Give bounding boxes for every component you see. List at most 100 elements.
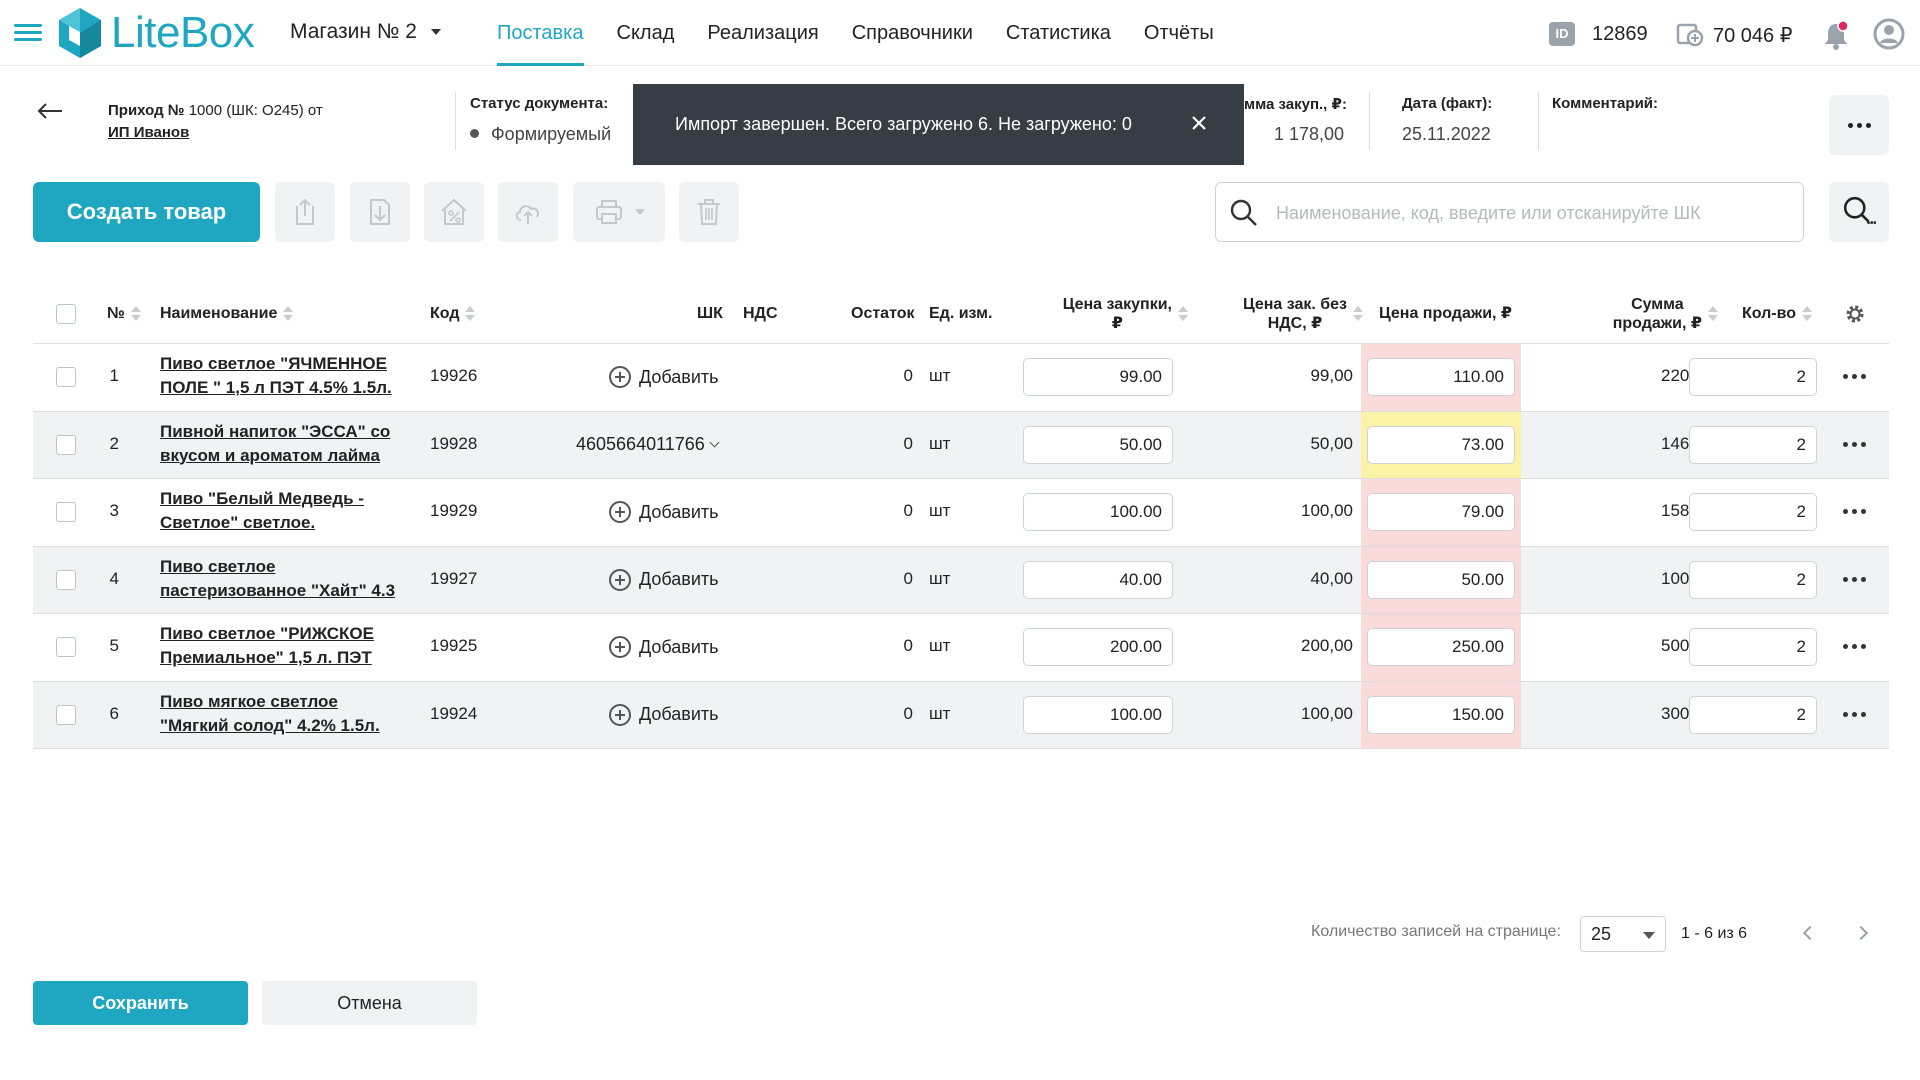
sale-price-input[interactable]: 73.00 [1367,425,1515,464]
product-name-link[interactable]: Пиво мягкое светлое "Мягкий солод" 4.2% … [160,690,418,738]
wallet-icon[interactable] [1676,21,1704,47]
quantity-input[interactable]: 2 [1689,425,1817,464]
nav-directories[interactable]: Справочники [851,22,973,44]
row-more-icon[interactable] [1843,576,1866,582]
nav-supply[interactable]: Поставка [497,0,584,66]
row-more-icon[interactable] [1843,441,1866,447]
toast-message: Импорт завершен. Всего загружено 6. Не з… [675,114,1132,134]
cancel-button[interactable]: Отмена [262,981,477,1025]
row-more-icon[interactable] [1843,374,1866,379]
cloud-upload-button[interactable] [498,182,558,242]
purchase-price-input[interactable]: 200.00 [1023,628,1173,666]
col-sale-sum[interactable]: Сумма продажи, ₽ [1553,295,1718,333]
more-icon [1847,122,1871,128]
add-barcode-button[interactable]: Добавить [609,703,719,726]
barcode-value[interactable]: 4605664011766 [576,434,720,455]
row-checkbox[interactable] [56,637,76,657]
bell-icon[interactable] [1822,20,1850,50]
quantity-input[interactable]: 2 [1689,560,1817,599]
purchase-novat-value: 100,00 [1301,501,1353,520]
row-more-icon[interactable] [1843,711,1866,717]
main-nav: Поставка Склад Реализация Справочники Ст… [497,0,1247,66]
select-all-checkbox[interactable] [56,304,76,324]
close-icon[interactable] [1190,114,1208,132]
sale-price-input[interactable]: 50.00 [1367,560,1515,599]
page-size-select[interactable]: 25 [1580,916,1666,952]
plus-circle-icon [609,703,631,726]
row-more-icon[interactable] [1843,509,1866,514]
product-name-link[interactable]: Пиво светлое "РИЖСКОЕ Премиальное" 1,5 л… [160,622,418,670]
col-num[interactable]: № [107,304,141,323]
purchase-price-input[interactable]: 40.00 [1023,560,1173,599]
col-code[interactable]: Код [430,304,476,323]
quantity-input[interactable]: 2 [1689,358,1817,396]
table-row: 6 Пиво мягкое светлое "Мягкий солод" 4.2… [33,681,1889,749]
print-button[interactable] [573,182,665,242]
search-input[interactable] [1276,193,1786,233]
import-button[interactable] [350,182,410,242]
import-toast: Импорт завершен. Всего загружено 6. Не з… [633,84,1244,165]
document-more-button[interactable] [1829,95,1889,155]
date-value: 25.11.2022 [1402,124,1491,144]
add-barcode-button[interactable]: Добавить [609,568,719,591]
save-button[interactable]: Сохранить [33,981,248,1025]
col-qty[interactable]: Кол-во [1742,304,1813,323]
row-checkbox[interactable] [56,434,76,455]
add-barcode-button[interactable]: Добавить [609,636,719,658]
product-name-line1: Пиво светлое "РИЖСКОЕ [160,624,374,643]
row-checkbox[interactable] [56,704,76,725]
logo[interactable]: LiteBox [55,6,255,60]
product-name-link[interactable]: Пивной напиток "ЭССА" со вкусом и аромат… [160,420,418,468]
product-name-link[interactable]: Пиво светлое "ЯЧМЕННОЕ ПОЛЕ " 1,5 л ПЭТ … [160,352,418,400]
product-name-line2: Светлое" светлое. [160,513,316,532]
sale-price-input[interactable]: 79.00 [1367,493,1515,531]
export-button[interactable] [275,182,335,242]
balance: 70 046 ₽ [1713,25,1793,47]
delete-button[interactable] [679,182,739,242]
gear-icon[interactable] [1844,303,1866,325]
sale-price-input[interactable]: 110.00 [1367,358,1515,396]
quantity-input[interactable]: 2 [1689,628,1817,666]
add-barcode-button[interactable]: Добавить [609,501,719,523]
quantity-input[interactable]: 2 [1689,695,1817,734]
page-size-label: Количество записей на странице: [1311,923,1561,940]
create-product-button[interactable]: Создать товар [33,182,260,242]
nav-sales[interactable]: Реализация [707,22,819,44]
nav-reports[interactable]: Отчёты [1143,22,1214,44]
menu-icon[interactable] [14,24,42,42]
col-name[interactable]: Наименование [160,304,294,323]
page-range: 1 - 6 из 6 [1681,925,1748,942]
row-checkbox[interactable] [56,502,76,522]
table-row: 2 Пивной напиток "ЭССА" со вкусом и аром… [33,411,1889,479]
discount-button[interactable] [424,182,484,242]
sale-price-input[interactable]: 150.00 [1367,695,1515,734]
unit-value: шт [929,366,951,385]
back-arrow-icon[interactable] [36,100,64,122]
nav-statistics[interactable]: Статистика [1005,22,1111,44]
row-checkbox[interactable] [56,569,76,590]
quantity-input[interactable]: 2 [1689,493,1817,531]
table-row: 5 Пиво светлое "РИЖСКОЕ Премиальное" 1,5… [33,614,1889,682]
avatar-icon[interactable] [1873,18,1905,50]
supplier-link[interactable]: ИП Иванов [108,124,190,141]
prev-page-icon[interactable] [1802,925,1818,941]
product-name-link[interactable]: Пиво "Белый Медведь - Светлое" светлое. [160,487,418,535]
plus-circle-icon [609,636,631,658]
divider [1369,92,1370,150]
product-name-link[interactable]: Пиво светлое пастеризованное "Хайт" 4.3 [160,555,418,603]
purchase-price-input[interactable]: 50.00 [1023,425,1173,464]
advanced-search-button[interactable] [1829,182,1889,242]
row-checkbox[interactable] [56,367,76,387]
purchase-price-input[interactable]: 100.00 [1023,493,1173,531]
store-selector[interactable]: Магазин № 2 [290,20,441,44]
add-barcode-button[interactable]: Добавить [609,366,719,388]
add-barcode-label: Добавить [639,704,719,724]
nav-warehouse[interactable]: Склад [616,22,675,44]
col-purchase-price[interactable]: Цена закупки, ₽ [1033,295,1188,333]
row-more-icon[interactable] [1843,644,1866,649]
sale-price-input[interactable]: 250.00 [1367,628,1515,666]
purchase-price-input[interactable]: 100.00 [1023,695,1173,734]
col-purchase-novat[interactable]: Цена зак. без НДС, ₽ [1213,295,1363,333]
next-page-icon[interactable] [1853,925,1869,941]
purchase-price-input[interactable]: 99.00 [1023,358,1173,396]
